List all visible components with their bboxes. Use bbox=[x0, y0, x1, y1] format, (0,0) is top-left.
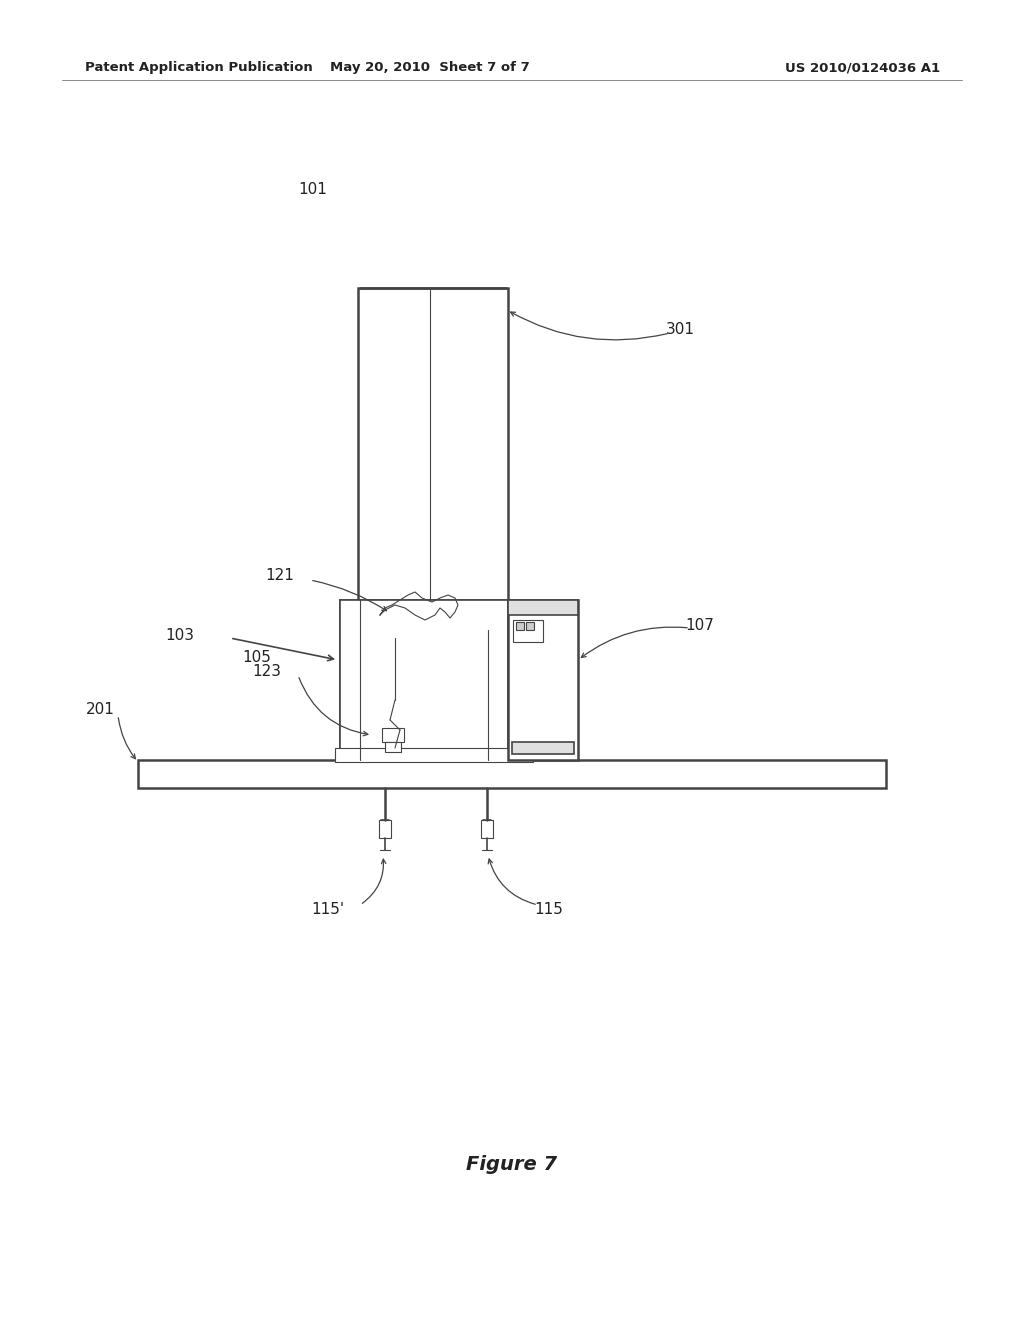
Bar bbox=[385, 742, 401, 752]
Bar bbox=[516, 622, 524, 630]
Text: 115': 115' bbox=[311, 903, 344, 917]
Text: 201: 201 bbox=[86, 702, 115, 718]
Bar bbox=[508, 601, 578, 615]
Bar bbox=[513, 620, 543, 642]
Text: Patent Application Publication: Patent Application Publication bbox=[85, 62, 312, 74]
Text: 121: 121 bbox=[265, 568, 295, 582]
Text: 107: 107 bbox=[685, 618, 715, 632]
Bar bbox=[382, 729, 404, 742]
Bar bbox=[340, 601, 360, 760]
Bar bbox=[526, 622, 534, 630]
Text: 105: 105 bbox=[243, 651, 271, 665]
Bar bbox=[379, 820, 391, 838]
Bar bbox=[481, 820, 493, 838]
Bar bbox=[508, 601, 578, 760]
Bar bbox=[358, 288, 508, 601]
Bar bbox=[340, 601, 508, 760]
Text: 123: 123 bbox=[253, 664, 282, 680]
Text: 115: 115 bbox=[535, 903, 563, 917]
Bar bbox=[512, 742, 574, 754]
Text: May 20, 2010  Sheet 7 of 7: May 20, 2010 Sheet 7 of 7 bbox=[330, 62, 529, 74]
Text: Figure 7: Figure 7 bbox=[467, 1155, 557, 1175]
Bar bbox=[335, 748, 534, 762]
Text: 301: 301 bbox=[666, 322, 694, 338]
Text: 103: 103 bbox=[166, 627, 195, 643]
Text: US 2010/0124036 A1: US 2010/0124036 A1 bbox=[784, 62, 940, 74]
Bar bbox=[138, 760, 886, 788]
Text: 101: 101 bbox=[299, 182, 328, 198]
